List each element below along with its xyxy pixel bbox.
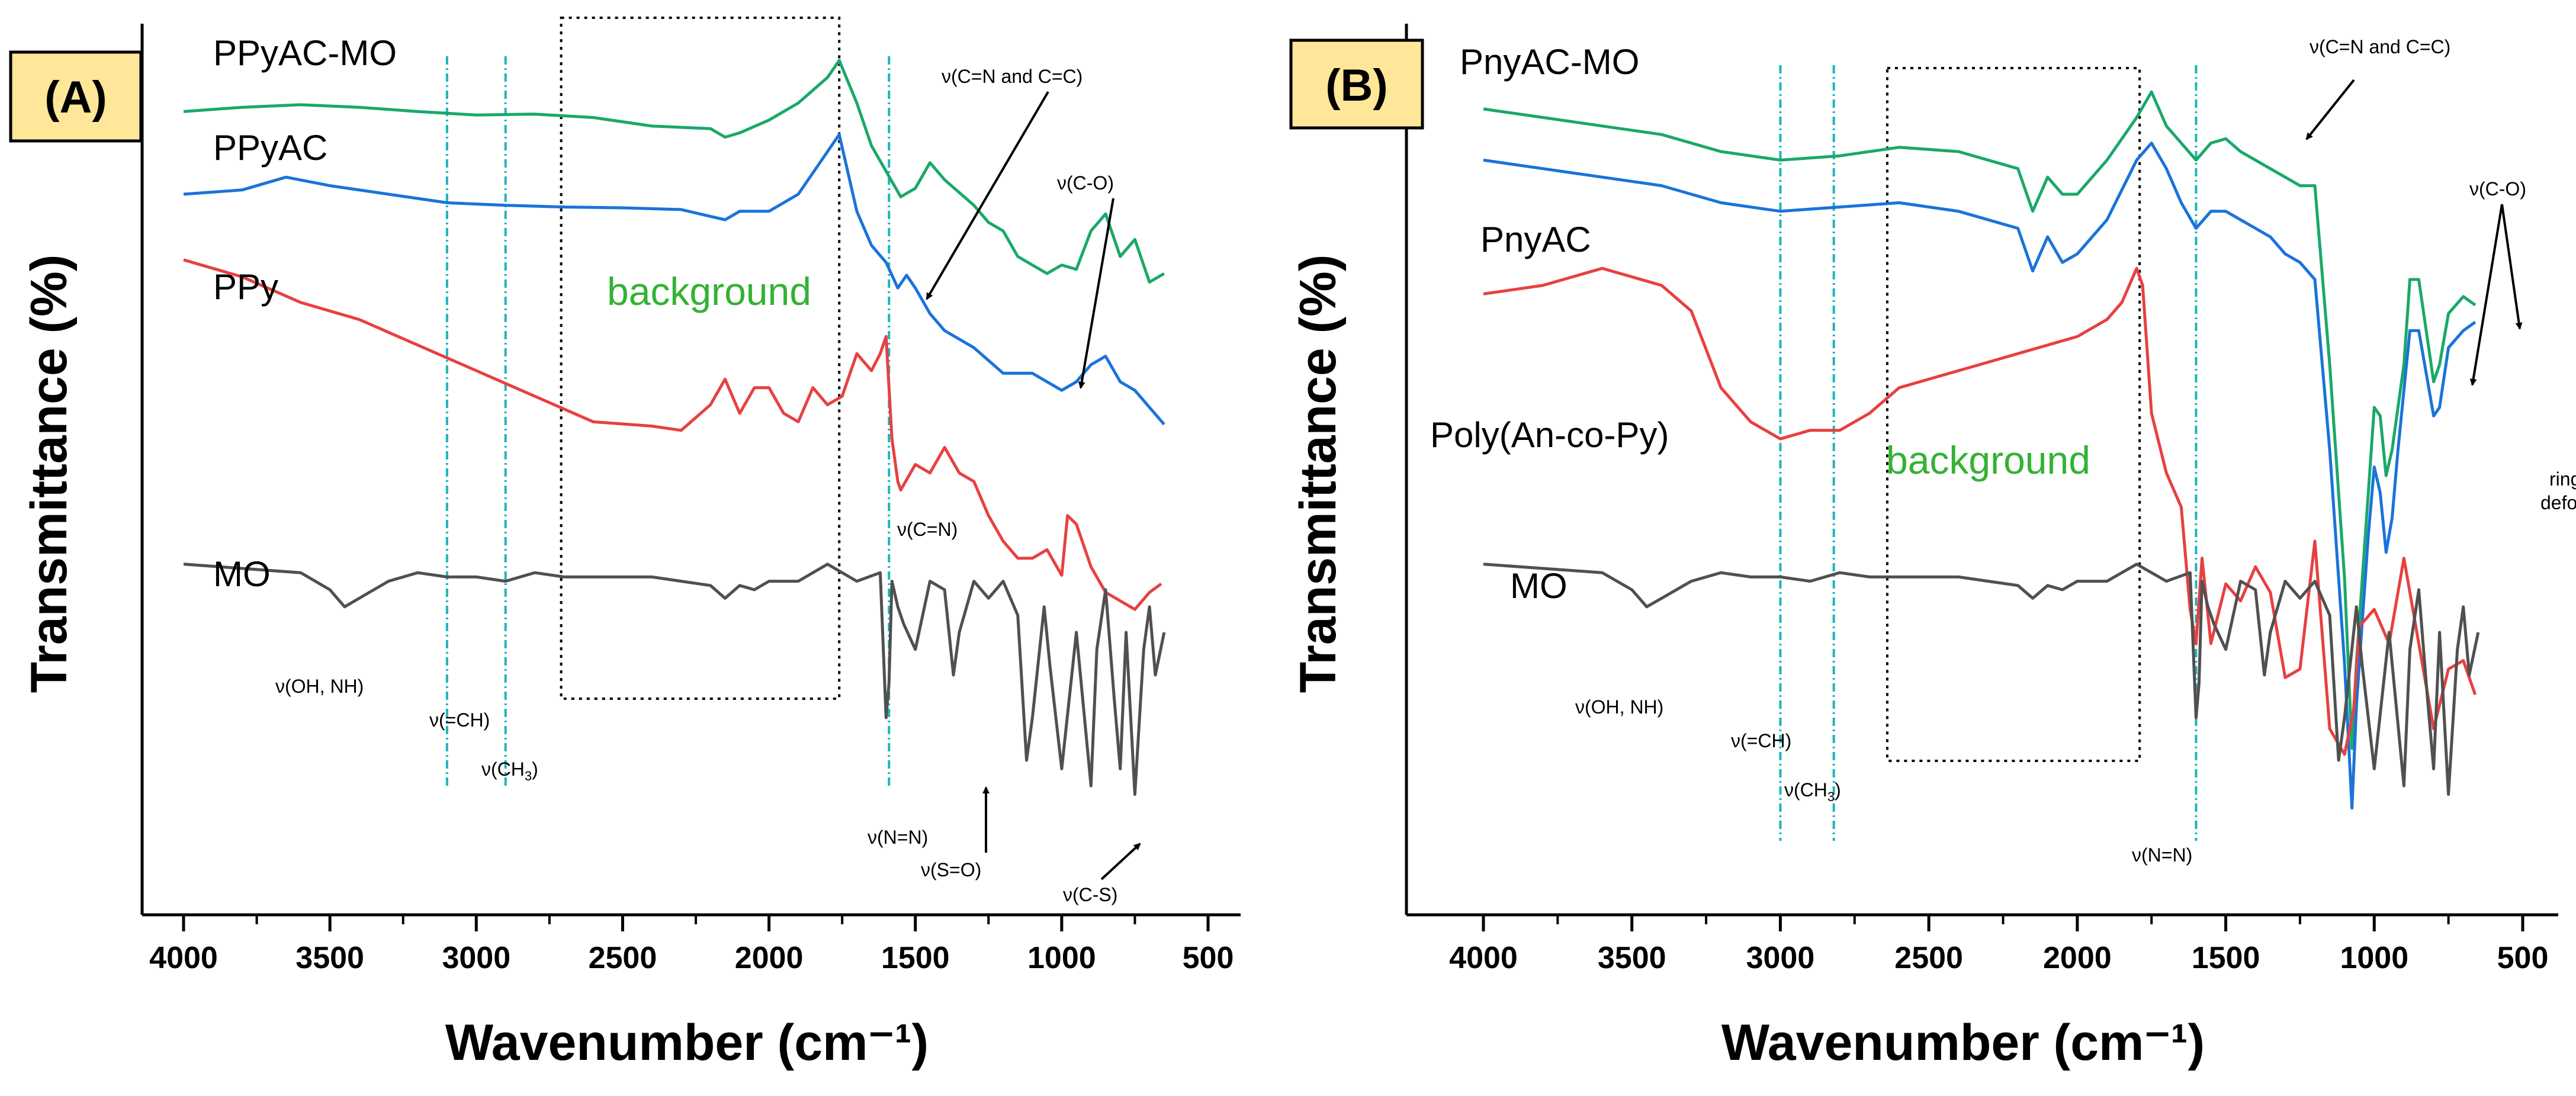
panel-label-box <box>1289 38 1424 130</box>
x-tick-label: 3500 <box>1598 941 1666 975</box>
background-label: background <box>607 269 811 313</box>
anno-ch3: ν(CH3) <box>1784 779 1841 804</box>
series-line-poly-an-co-py- <box>1483 266 2477 756</box>
anno-deform: deform. <box>2540 492 2576 513</box>
series-group <box>183 59 1166 796</box>
series-line-mo <box>1483 563 2480 796</box>
series-label-ppyac: PPyAC <box>213 128 327 168</box>
x-tick-label: 500 <box>2497 941 2549 975</box>
series-label-ppy: PPy <box>213 267 278 307</box>
series-line-ppyac <box>183 133 1165 426</box>
series-line-ppyac-mo <box>183 59 1165 284</box>
anno-co: ν(C-O) <box>1057 172 1114 194</box>
anno-nn: ν(N=N) <box>868 827 928 848</box>
anno-oh-nh: ν(OH, NH) <box>275 676 364 697</box>
x-tick-label: 3500 <box>295 941 364 975</box>
x-tick-label: 2500 <box>589 941 657 975</box>
anno-cs: ν(C-S) <box>1063 884 1117 905</box>
series-line-mo <box>183 563 1166 796</box>
anno-nn: ν(N=N) <box>2132 844 2192 866</box>
x-tick-label: 3000 <box>442 941 510 975</box>
series-line-pnyac <box>1483 142 2477 810</box>
series-label-pnyac-mo: PnyAC-MO <box>1460 42 1639 82</box>
background-label: background <box>1886 438 2090 482</box>
arrow-cs <box>1100 843 1141 880</box>
series-label-ppyac-mo: PPyAC-MO <box>213 33 397 73</box>
x-axis-title: Wavenumber (cm⁻¹) <box>445 1014 929 1071</box>
anno-cn: ν(C=N) <box>897 519 958 540</box>
x-tick-label: 3000 <box>1746 941 1815 975</box>
series-label-poly-an-co-py: Poly(An-co-Py) <box>1430 415 1669 455</box>
background-box <box>560 17 841 700</box>
y-axis-title: Transmittance (%) <box>21 255 78 693</box>
chart-b: 4000 3500 3000 2500 2000 1500 1000 500 Transmit… <box>1289 24 2576 1071</box>
x-tick-label: 2000 <box>2043 941 2112 975</box>
arrow-co-1 <box>2469 204 2503 386</box>
x-tick-label: 2000 <box>735 941 804 975</box>
anno-ch: ν(=CH) <box>1731 730 1791 751</box>
series-line-ppy <box>183 258 1162 611</box>
x-ticks: 4000 3500 3000 2500 2000 1500 1000 500 <box>1449 915 2548 975</box>
x-tick-label: 1000 <box>2340 941 2408 975</box>
panel-label: (B) <box>1325 60 1388 111</box>
x-tick-label: 4000 <box>1449 941 1518 975</box>
series-line-pnyac-mo <box>1483 90 2477 750</box>
panel-a: 4000 3500 3000 2500 2000 1500 1000 500 Transmit… <box>9 17 1241 1071</box>
arrow-cn-cc <box>2305 79 2355 140</box>
x-tick-label: 500 <box>1183 941 1234 975</box>
anno-ch: ν(=CH) <box>429 709 490 731</box>
anno-cn-cc: ν(C=N and C=C) <box>2310 36 2450 57</box>
arrow-co <box>1078 198 1114 389</box>
anno-ring: ring <box>2549 468 2576 490</box>
x-tick-label: 2500 <box>1894 941 1963 975</box>
x-tick-label: 4000 <box>149 941 218 975</box>
background-box <box>1886 67 2141 762</box>
x-tick-label: 1500 <box>881 941 950 975</box>
series-group <box>1483 90 2480 810</box>
anno-so: ν(S=O) <box>921 859 981 880</box>
y-axis-title: Transmittance (%) <box>1290 255 1347 693</box>
x-tick-label: 1500 <box>2192 941 2260 975</box>
x-tick-label: 1000 <box>1027 941 1096 975</box>
x-axis-title: Wavenumber (cm⁻¹) <box>1721 1014 2205 1071</box>
anno-cn-cc: ν(C=N and C=C) <box>942 66 1083 87</box>
anno-oh-nh: ν(OH, NH) <box>1575 696 1663 718</box>
panel-label-box <box>9 50 143 143</box>
reference-lines <box>445 56 891 788</box>
panel-b: 4000 3500 3000 2500 2000 1500 1000 500 Transmit… <box>1288 0 2576 1096</box>
x-ticks: 4000 3500 3000 2500 2000 1500 1000 500 <box>149 915 1234 975</box>
arrow-cn-cc <box>926 91 1049 300</box>
chart-a: 4000 3500 3000 2500 2000 1500 1000 500 Transmit… <box>9 17 1241 1071</box>
anno-ch3: ν(CH3) <box>481 758 538 783</box>
series-label-mo: MO <box>213 554 271 594</box>
panel-label: (A) <box>44 72 107 123</box>
series-label-mo: MO <box>1510 566 1568 606</box>
anno-co: ν(C-O) <box>2469 178 2526 200</box>
arrow-co-2 <box>2501 204 2523 330</box>
series-label-pnyac: PnyAC <box>1480 220 1591 259</box>
